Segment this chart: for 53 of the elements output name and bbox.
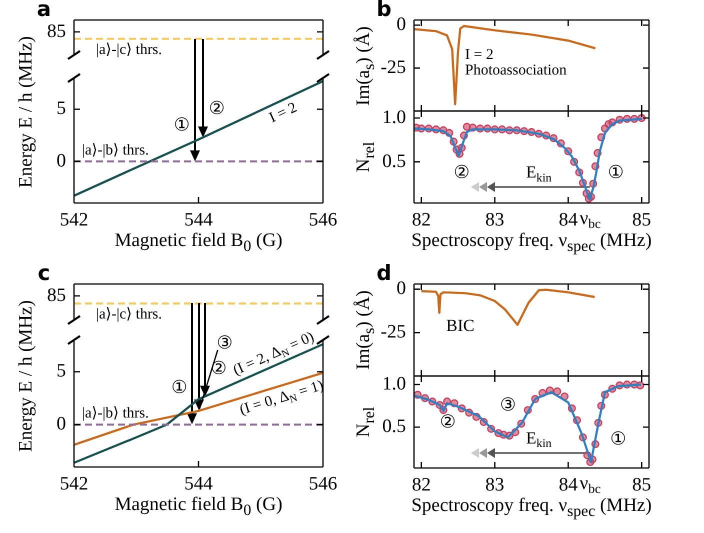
- ref-line-label: |a⟩-|b⟩ thrs.: [82, 142, 149, 158]
- x-tick-label: 546: [308, 209, 338, 230]
- text: 85: [47, 20, 66, 42]
- x-tick-label: 84: [558, 209, 578, 230]
- chart-title: b: [376, 0, 392, 21]
- y-tick-label: 5: [56, 360, 66, 382]
- text: 85: [47, 284, 66, 306]
- x-tick-label: 83: [485, 474, 504, 496]
- annotation: ②: [454, 162, 470, 183]
- text: (I = 2, ΔN = 0): [230, 329, 317, 379]
- chart-title: d: [376, 260, 392, 285]
- x-axis-title: Spectroscopy freq. ν$_{spec}$ (MHz): [411, 230, 652, 255]
- x-tick-label: 544: [184, 209, 214, 230]
- text: |a⟩-|c⟩ thrs.: [96, 42, 162, 58]
- y-axis-title: Energy E / h (MHz): [16, 36, 36, 188]
- annotation: Photoassociation: [464, 62, 568, 79]
- x-tick-label: 542: [60, 473, 88, 494]
- text: I = 2: [266, 100, 300, 126]
- x-tick-label: 84: [558, 474, 578, 496]
- y-tick-label: 0.5: [382, 150, 406, 172]
- y-tick-label: 0: [396, 278, 406, 300]
- annotation: ①: [171, 377, 188, 398]
- y-tick-label: 0: [56, 150, 66, 172]
- ref-line-label: |a⟩-|b⟩ thrs.: [82, 406, 149, 422]
- y-tick-label: -25: [380, 322, 406, 343]
- annotation: BIC: [446, 316, 474, 335]
- y-tick-label: 1.0: [382, 106, 406, 128]
- x-tick-label: 546: [308, 473, 338, 494]
- x-axis-title: Magnetic field B$_{0}$ (G): [114, 230, 282, 255]
- text: |a⟩-|c⟩ thrs.: [96, 306, 162, 322]
- y-tick-label: 0.5: [382, 416, 406, 438]
- x-tick-label: 83: [485, 209, 504, 230]
- x-axis-title: Magnetic field B$_{0}$ (G): [114, 494, 282, 519]
- x-tick-label: 542: [60, 209, 88, 230]
- annotation: ①: [608, 162, 624, 183]
- y-tick-label: 1.0: [382, 374, 406, 395]
- annotation: ①: [174, 114, 190, 136]
- text: a: [36, 0, 52, 21]
- annotation: I = 2: [464, 46, 494, 63]
- y-tick-label: 5: [56, 98, 66, 120]
- y-tick-label: 0: [56, 414, 66, 435]
- x-axis-title: Spectroscopy freq. ν$_{spec}$ (MHz): [411, 495, 652, 520]
- x-tick-label: 85: [632, 209, 652, 230]
- x-tick-label: 85: [632, 474, 652, 496]
- text: c: [38, 260, 50, 285]
- annotation: ②: [208, 98, 225, 120]
- annotation: ③: [216, 332, 233, 354]
- x-tick-label: 544: [184, 473, 214, 494]
- y-axis-title: Energy E / h (MHz): [16, 300, 36, 452]
- x-tick-label: 82: [412, 209, 431, 230]
- y-tick-label: -25: [380, 57, 406, 78]
- y-tick-label: 0: [396, 14, 406, 36]
- x-tick-label: 82: [412, 474, 431, 496]
